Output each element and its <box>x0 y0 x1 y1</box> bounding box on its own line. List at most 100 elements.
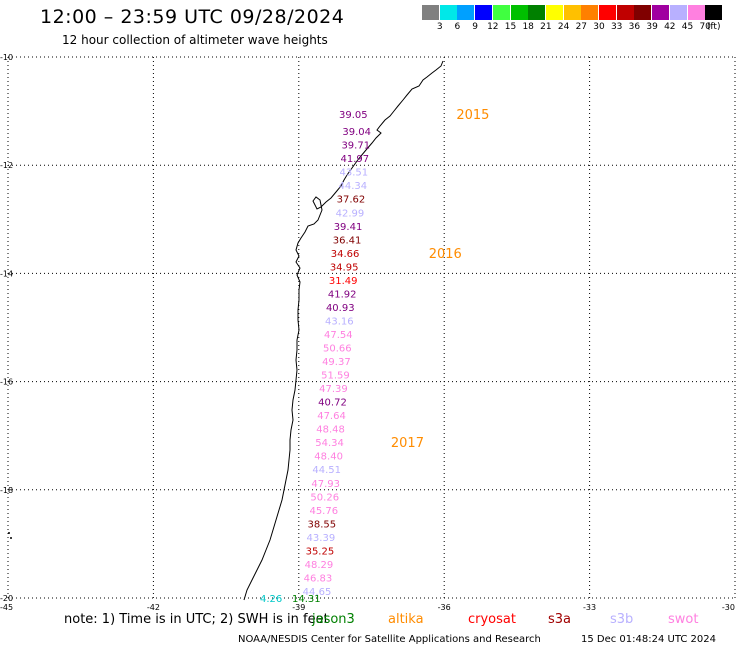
wave-height-value: 48.48 <box>316 425 345 436</box>
legend-swatch <box>457 5 475 20</box>
tick-labels: -10 -12 -14 -16 -18 -20-45 -42 -39 -36 -33 -30 <box>0 53 735 612</box>
wave-height-value: 38.55 <box>308 519 337 530</box>
satellite-altika: altika <box>388 612 424 627</box>
lon-tick-label: -45 <box>0 603 13 612</box>
lat-lon-grid <box>7 56 736 599</box>
legend-label: 9 <box>472 22 478 32</box>
legend-swatch <box>439 5 457 20</box>
legend-swatch <box>563 5 581 20</box>
note-text: note: 1) Time is in UTC; 2) SWH is in fe… <box>64 612 329 627</box>
legend-label: 3 <box>436 22 443 32</box>
wave-height-value: 47.64 <box>317 411 346 422</box>
legend-label: 39 <box>646 22 658 32</box>
wave-height-value: 47.39 <box>319 384 348 395</box>
credit-text: NOAA/NESDIS Center for Satellite Applica… <box>238 634 541 645</box>
wave-height-value: 47.93 <box>311 479 340 490</box>
stray-point <box>10 537 12 539</box>
lon-tick-label: -30 <box>722 603 735 612</box>
stray-points <box>8 532 12 539</box>
legend-swatch <box>705 5 723 20</box>
wave-height-value: 41.97 <box>340 154 369 165</box>
legend-label: 18 <box>522 22 534 32</box>
legend-swatch <box>634 5 652 20</box>
legend-label: 6 <box>454 22 461 32</box>
legend-label: 27 <box>575 22 588 32</box>
wave-height-value: 43.16 <box>325 316 354 327</box>
legend-label: 36 <box>628 22 641 32</box>
stray-point <box>8 532 10 534</box>
coastline <box>243 60 444 601</box>
legend-label: 45 <box>681 22 694 32</box>
legend-label: 12 <box>487 22 499 32</box>
legend-swatch <box>669 5 687 20</box>
legend-swatch <box>545 5 563 20</box>
wave-height-value: 50.26 <box>310 492 339 503</box>
wave-height-value: 44.34 <box>339 181 368 192</box>
wave-height-value: 50.66 <box>323 344 352 355</box>
wave-height-value: 31.49 <box>329 276 358 287</box>
wave-height-value: 14.31 <box>292 594 321 605</box>
wave-height-value: 48.29 <box>305 560 334 571</box>
legend-swatch <box>510 5 528 20</box>
satellite-jason3: jason3 <box>312 612 355 627</box>
satellite-s3a: s3a <box>548 612 572 627</box>
map-subtitle: 12 hour collection of altimeter wave hei… <box>62 33 328 47</box>
wave-height-value: 39.05 <box>339 110 368 121</box>
lon-tick-label: -42 <box>147 603 160 612</box>
legend-swatch <box>687 5 705 20</box>
year-labels-layer: 2015 2016 2017 <box>391 108 490 451</box>
wave-height-value: 35.25 <box>306 546 335 557</box>
lon-tick-label: -39 <box>292 603 305 612</box>
wave-height-value: 39.41 <box>334 222 363 233</box>
legend-swatch <box>616 5 634 20</box>
lat-tick-label: -16 <box>0 378 13 387</box>
legend-label: 42 <box>664 22 676 32</box>
wave-height-value: 45.76 <box>309 506 338 517</box>
wave-height-value: 42.99 <box>336 208 365 219</box>
wave-height-value: 43.51 <box>340 168 369 179</box>
legend-label: 33 <box>610 22 623 32</box>
legend-unit: (ft) <box>706 22 721 32</box>
legend-label: 21 <box>540 22 552 32</box>
map-title: 12:00 – 23:59 UTC 09/28/2024 <box>40 6 345 28</box>
legend-swatch <box>422 5 439 20</box>
observations-layer: 39.05 39.04 39.71 41.97 43.51 44.34 37.62 42.99… <box>260 110 371 605</box>
wave-height-value: 54.34 <box>315 438 344 449</box>
wave-height-value: 34.66 <box>331 249 360 260</box>
wave-height-value: 48.40 <box>314 452 343 463</box>
year-label: 2016 <box>429 247 462 262</box>
wave-height-value: 43.39 <box>307 533 336 544</box>
wave-height-value: 39.04 <box>342 127 371 138</box>
satellite-swot: swot <box>668 612 699 627</box>
wave-height-value: 37.62 <box>337 195 366 206</box>
legend-swatch <box>475 5 493 20</box>
wave-height-value: 39.71 <box>341 141 370 152</box>
wave-height-value: 40.72 <box>318 398 347 409</box>
satellite-cryosat: cryosat <box>468 612 516 627</box>
wave-height-value: 47.54 <box>324 330 353 341</box>
legend-swatch <box>581 5 599 20</box>
lat-tick-label: -14 <box>0 269 13 278</box>
lat-tick-label: -12 <box>0 161 13 170</box>
legend-swatch <box>652 5 670 20</box>
lon-tick-label: -36 <box>438 603 451 612</box>
wave-height-value: 36.41 <box>333 235 362 246</box>
timestamp-text: 15 Dec 01:48:24 UTC 2024 <box>581 634 716 645</box>
legend-label: 15 <box>504 22 517 32</box>
lat-tick-label: -10 <box>0 53 13 62</box>
legend-label: 30 <box>593 22 605 32</box>
wave-height-value: 34.95 <box>330 262 359 273</box>
legend-swatch <box>492 5 510 20</box>
legend-swatch <box>599 5 616 20</box>
lat-tick-label: -20 <box>0 594 13 603</box>
wave-height-value: 44.65 <box>303 587 332 598</box>
wave-height-value: 40.93 <box>326 303 355 314</box>
wave-height-value: 46.83 <box>304 573 333 584</box>
legend-swatch <box>528 5 546 20</box>
wave-height-value: 4.26 <box>260 594 282 605</box>
lon-tick-label: -33 <box>583 603 596 612</box>
legend-label: 24 <box>557 22 570 32</box>
wave-height-value: 44.51 <box>312 465 341 476</box>
wave-height-value: 41.92 <box>328 289 357 300</box>
legend-label: 70 <box>699 22 711 32</box>
